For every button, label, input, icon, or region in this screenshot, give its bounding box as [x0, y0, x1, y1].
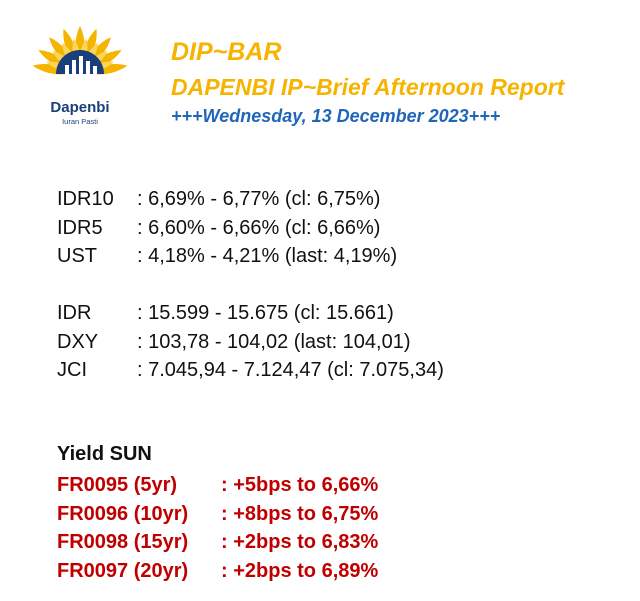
yield-value: : +8bps to 6,75%: [221, 502, 379, 525]
rate-label: IDR5: [57, 216, 103, 239]
brand-tagline: Iuran Pasti: [62, 117, 98, 126]
rate-row: IDR5 : 6,60% - 6,66% (cl: 6,66%): [57, 214, 397, 243]
rate-row: UST : 4,18% - 4,21% (last: 4,19%): [57, 242, 397, 271]
yield-label: FR0098 (15yr): [57, 531, 189, 554]
rate-label: IDR10: [57, 188, 114, 210]
market-value: : 103,78 - 104,02 (last: 104,01): [137, 330, 411, 353]
rate-value: : 6,60% - 6,66% (cl: 6,66%): [137, 216, 381, 239]
market-value: : 7.045,94 - 7.124,47 (cl: 7.075,34): [137, 359, 444, 381]
yield-title: Yield SUN: [57, 443, 152, 465]
rate-value: : 6,69% - 6,77% (cl: 6,75%): [137, 188, 381, 210]
yield-value: : +2bps to 6,83%: [221, 531, 379, 554]
market-row: JCI : 7.045,94 - 7.124,47 (cl: 7.075,34): [57, 356, 444, 385]
yield-row: FR0095 (5yr) : +5bps to 6,66%: [57, 471, 378, 500]
yield-label: FR0095 (5yr): [57, 474, 178, 496]
rate-value: : 4,18% - 4,21% (last: 4,19%): [137, 245, 398, 267]
market-row: IDR : 15.599 - 15.675 (cl: 15.661): [57, 299, 444, 328]
brand-name: Dapenbi: [50, 99, 110, 116]
market-row: DXY : 103,78 - 104,02 (last: 104,01): [57, 328, 444, 357]
rates-block: IDR10 : 6,69% - 6,77% (cl: 6,75%) IDR5 : 6…: [57, 185, 397, 271]
market-value: : 15.599 - 15.675 (cl: 15.661): [137, 302, 394, 324]
report-subtitle: DAPENBI IP~Brief Afternoon Report: [171, 74, 565, 100]
rate-row: IDR10 : 6,69% - 6,77% (cl: 6,75%): [57, 185, 397, 214]
rate-label: UST: [57, 245, 97, 267]
yield-block: FR0095 (5yr) : +5bps to 6,66% FR0096 (10y…: [57, 471, 378, 585]
yield-row: FR0097 (20yr) : +2bps to 6,89%: [57, 557, 378, 586]
yield-label: FR0097 (20yr): [57, 559, 189, 582]
sun-emblem-icon: [32, 26, 128, 75]
yield-row: FR0096 (10yr) : +8bps to 6,75%: [57, 500, 378, 529]
yield-value: : +2bps to 6,89%: [221, 559, 379, 582]
dapenbi-logo: Dapenbi Iuran Pasti: [20, 22, 140, 132]
market-label: IDR: [57, 302, 92, 324]
yield-label: FR0096 (10yr): [57, 502, 189, 525]
report-title: DIP~BAR: [171, 38, 282, 66]
market-label: JCI: [57, 359, 87, 381]
markets-block: IDR : 15.599 - 15.675 (cl: 15.661) DXY : 1…: [57, 299, 444, 385]
report-date: +++Wednesday, 13 December 2023+++: [171, 106, 501, 126]
market-label: DXY: [57, 330, 99, 353]
yield-row: FR0098 (15yr) : +2bps to 6,83%: [57, 528, 378, 557]
yield-value: : +5bps to 6,66%: [221, 474, 379, 496]
